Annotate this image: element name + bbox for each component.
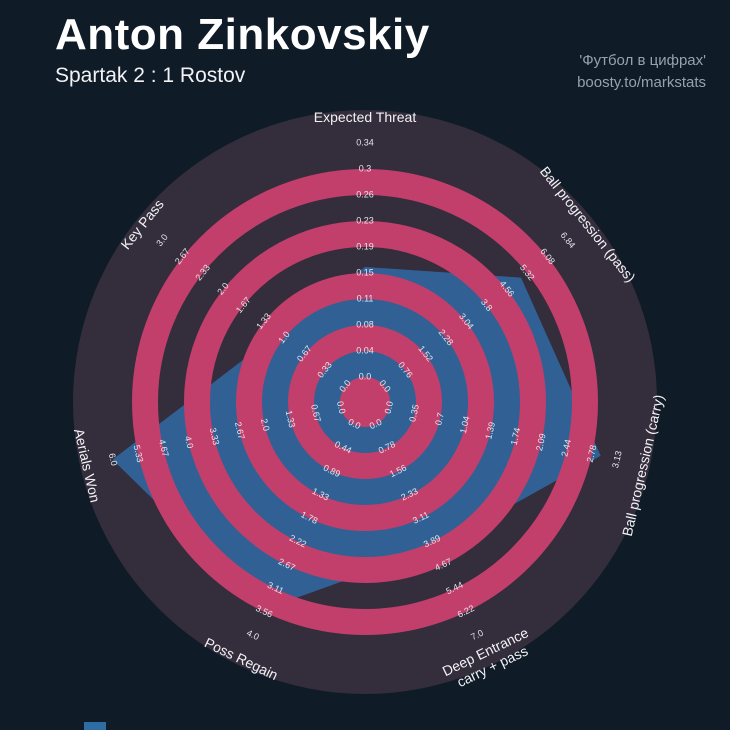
tick-label: 0.3 bbox=[359, 163, 372, 173]
page-title: Anton Zinkovskiy bbox=[55, 10, 430, 59]
tick-label: 0.0 bbox=[335, 400, 348, 414]
tick-label: 1.04 bbox=[458, 415, 472, 434]
radar-pink-ring bbox=[288, 325, 442, 479]
tick-label: 0.19 bbox=[356, 241, 374, 251]
page-subtitle: Spartak 2 : 1 Rostov bbox=[55, 64, 246, 88]
tick-label: 2.67 bbox=[233, 421, 247, 440]
tick-label: 0.26 bbox=[356, 189, 374, 199]
radar-pink-ring bbox=[132, 169, 598, 635]
tick-label: 0.67 bbox=[309, 403, 323, 422]
tick-label: 2.78 bbox=[585, 444, 599, 463]
credits-block: 'Футбол в цифрах' boosty.to/markstats bbox=[577, 50, 706, 94]
radar-pink-ring bbox=[184, 221, 546, 583]
header-block: Anton Zinkovskiy Spartak 2 : 1 Rostov bbox=[55, 10, 430, 88]
tick-label: 0.11 bbox=[357, 293, 374, 303]
tick-label: 5.33 bbox=[132, 444, 146, 463]
tick-label: 0.0 bbox=[347, 417, 363, 431]
tick-label: 1.39 bbox=[483, 421, 497, 440]
tick-label: 1.33 bbox=[284, 409, 298, 428]
tick-label: 0.0 bbox=[383, 400, 396, 414]
tick-label: 0.04 bbox=[356, 345, 374, 355]
tick-label: 6.0 bbox=[107, 452, 120, 466]
bottom-left-artifact bbox=[84, 722, 106, 730]
radar-pink-ring bbox=[236, 273, 494, 531]
tick-label: 0.7 bbox=[433, 412, 446, 426]
tick-label: 4.0 bbox=[245, 628, 261, 642]
credit-line-2: boosty.to/markstats bbox=[577, 73, 706, 91]
tick-label: 7.0 bbox=[469, 628, 485, 642]
tick-label: 0.0 bbox=[368, 417, 384, 431]
axis-label: Expected Threat bbox=[314, 109, 417, 125]
tick-label: 3.13 bbox=[610, 450, 624, 469]
tick-label: 2.09 bbox=[534, 432, 548, 451]
tick-label: 1.74 bbox=[509, 427, 523, 446]
tick-label: 4.67 bbox=[157, 438, 171, 457]
tick-label: 2.44 bbox=[559, 438, 573, 457]
credit-line-1: 'Футбол в цифрах' bbox=[579, 52, 706, 69]
tick-label: 0.15 bbox=[356, 267, 374, 277]
tick-label: 0.08 bbox=[356, 319, 374, 329]
tick-label: 0.23 bbox=[356, 215, 374, 225]
tick-label: 0.0 bbox=[359, 371, 372, 381]
tick-label: 4.0 bbox=[183, 435, 196, 449]
tick-label: 0.34 bbox=[356, 137, 374, 147]
tick-label: 2.0 bbox=[259, 418, 272, 432]
tick-label: 3.33 bbox=[208, 427, 222, 446]
radar-center-circle bbox=[340, 377, 390, 427]
tick-label: 0.35 bbox=[407, 403, 421, 422]
